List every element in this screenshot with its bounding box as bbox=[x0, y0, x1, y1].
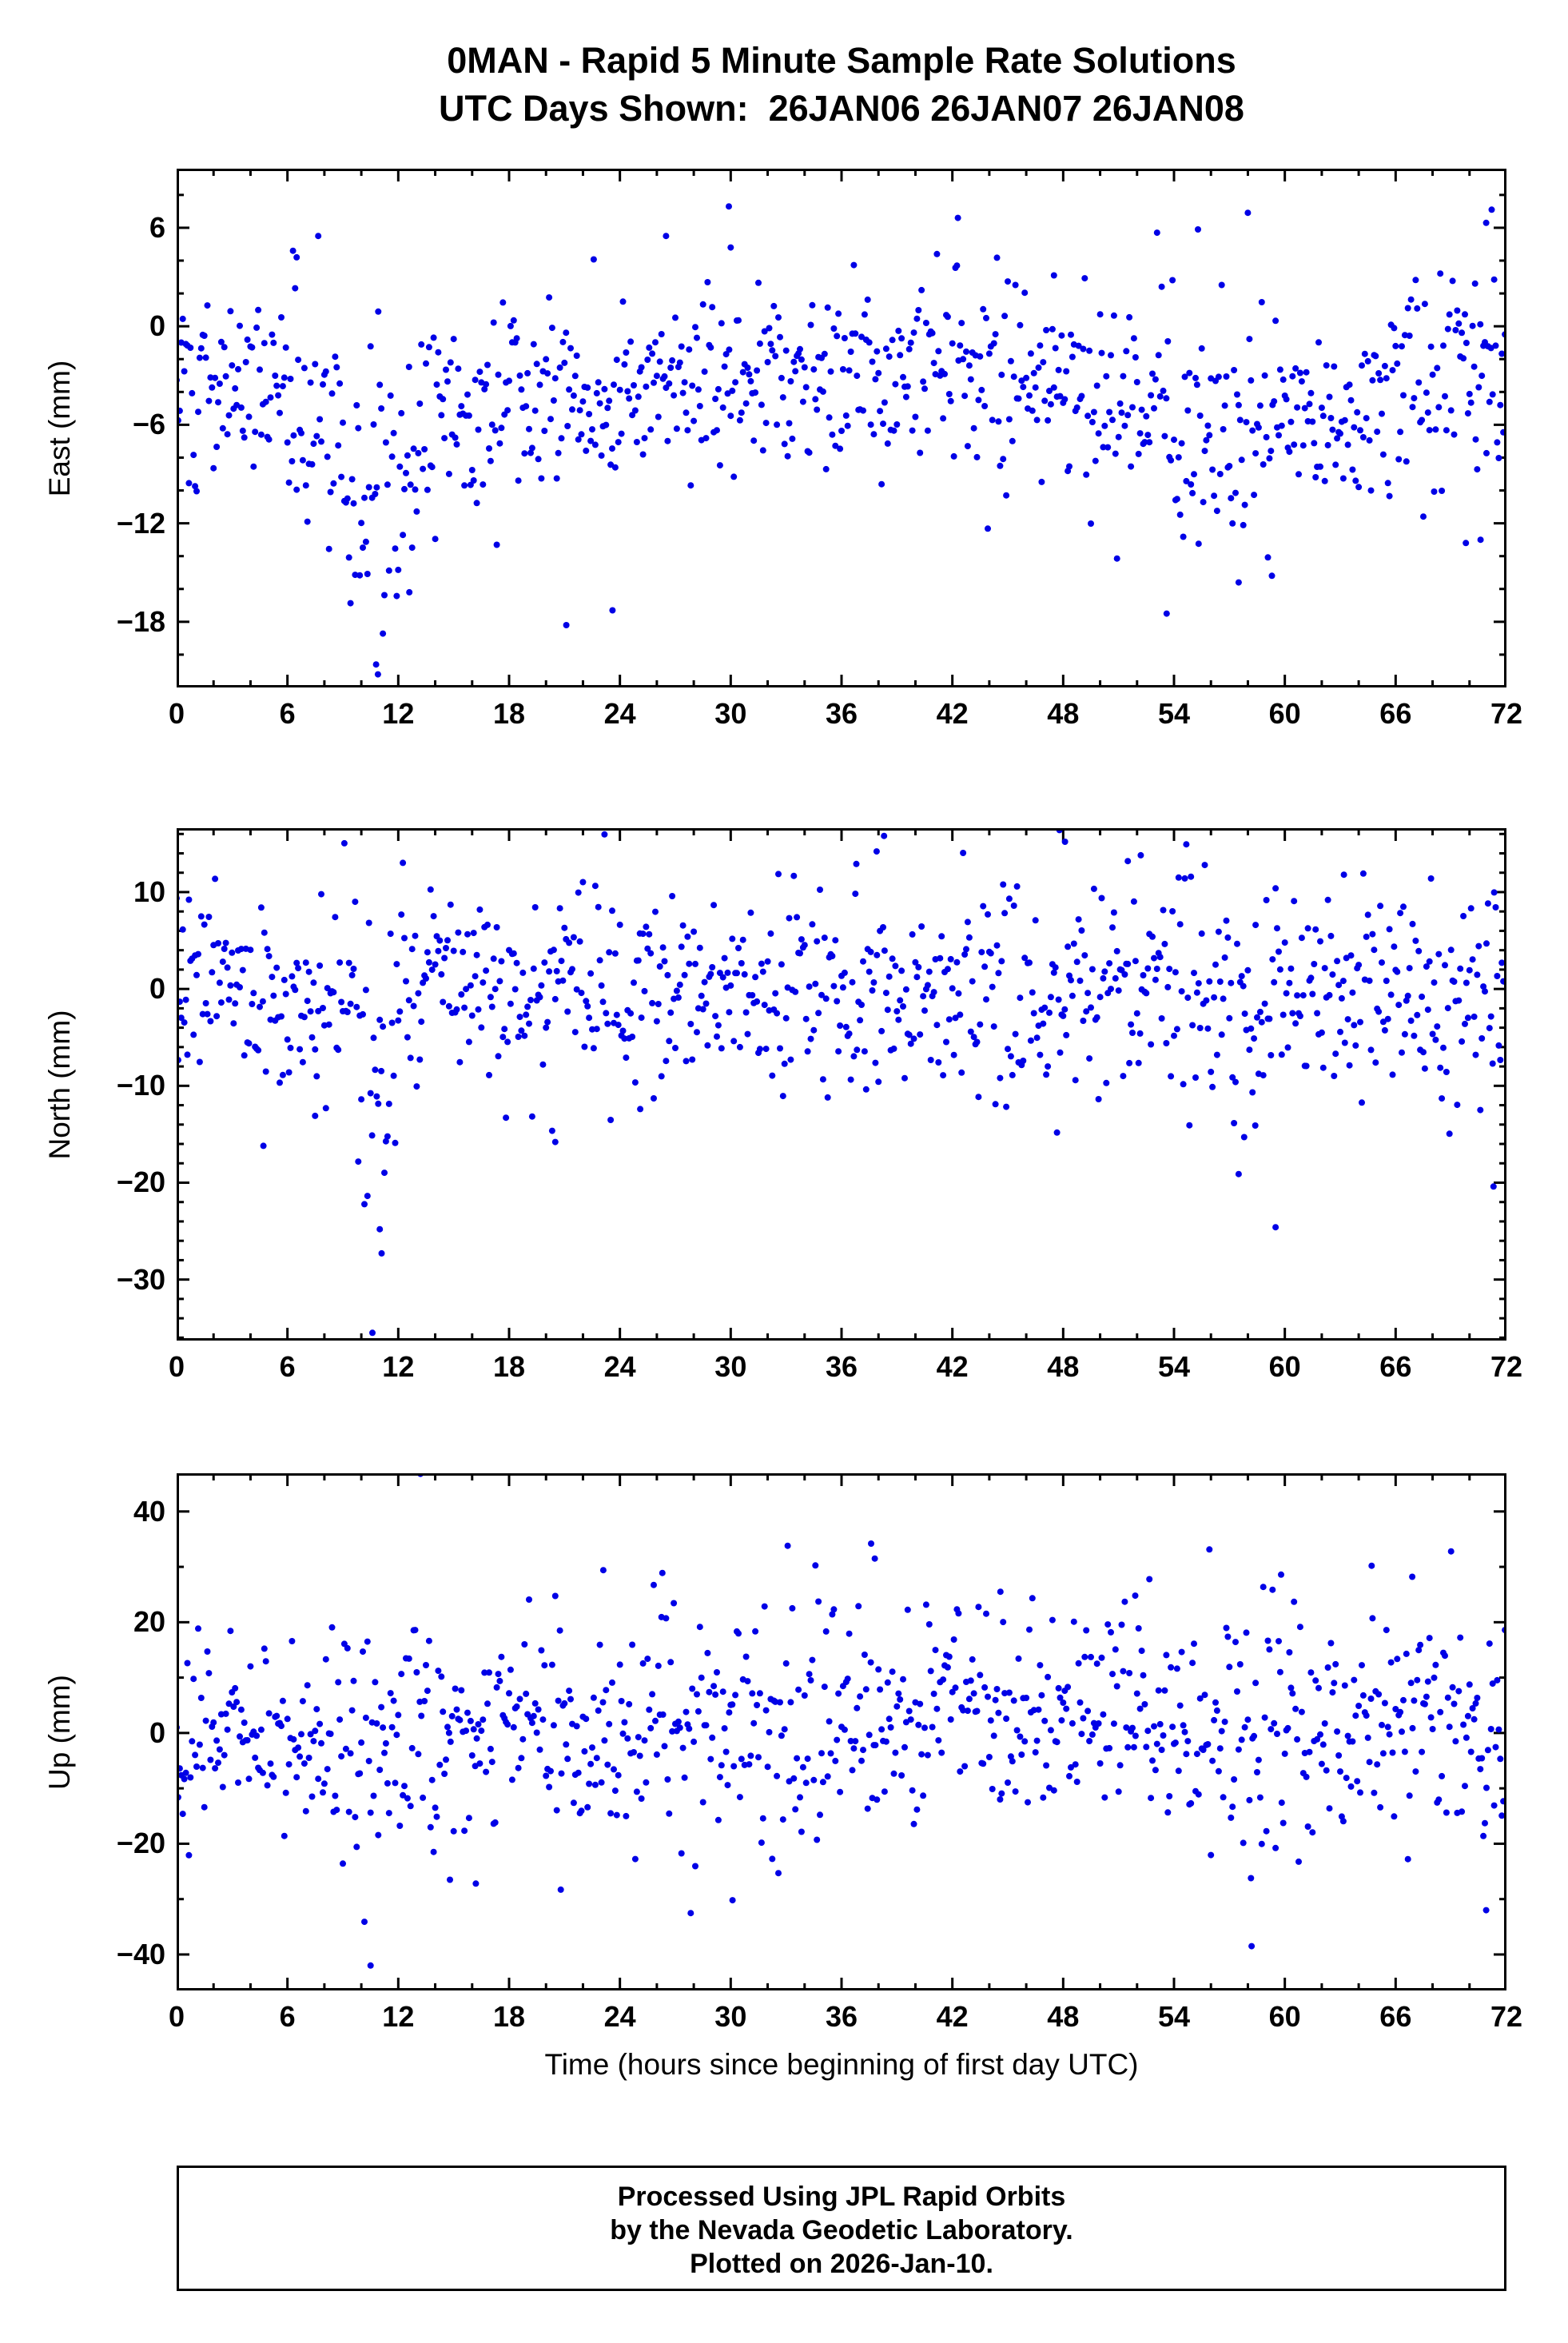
y-tick-label: 0 bbox=[149, 972, 165, 1006]
plot-frame bbox=[177, 1473, 1506, 1990]
x-tick-label: 24 bbox=[603, 2000, 636, 2033]
x-tick-label: 48 bbox=[1047, 697, 1080, 730]
up-plot-svg bbox=[175, 1473, 1508, 1990]
plot-frame bbox=[177, 828, 1506, 1341]
plot-frame bbox=[177, 169, 1506, 687]
up-panel bbox=[175, 1473, 1508, 1990]
data-points bbox=[179, 831, 1504, 1337]
x-tick-label: 72 bbox=[1490, 2000, 1523, 2033]
north-plot-svg bbox=[175, 828, 1508, 1341]
y-tick-label: −6 bbox=[132, 408, 165, 441]
y-tick-label: −40 bbox=[116, 1937, 165, 1970]
x-tick-label: 36 bbox=[825, 697, 858, 730]
y-tick-label: 40 bbox=[133, 1494, 165, 1528]
x-axis-label: Time (hours since beginning of first day… bbox=[544, 2048, 1139, 2081]
x-tick-label: 54 bbox=[1157, 2000, 1191, 2033]
x-tick-label: 36 bbox=[825, 2000, 858, 2033]
title-line1: 0MAN - Rapid 5 Minute Sample Rate Soluti… bbox=[447, 40, 1236, 81]
y-tick-label: 20 bbox=[133, 1605, 165, 1639]
x-tick-label: 24 bbox=[603, 1350, 636, 1383]
x-tick-label: 54 bbox=[1157, 1350, 1191, 1383]
x-tick-label: 0 bbox=[168, 2000, 185, 2033]
x-tick-label: 0 bbox=[168, 697, 185, 730]
x-tick-label: 66 bbox=[1379, 2000, 1412, 2033]
x-tick-label: 42 bbox=[936, 697, 969, 730]
x-tick-label: 18 bbox=[492, 1350, 526, 1383]
x-tick-label: 30 bbox=[714, 1350, 747, 1383]
x-tick-label: 72 bbox=[1490, 697, 1523, 730]
east-plot-svg bbox=[175, 169, 1508, 689]
x-tick-label: 48 bbox=[1047, 2000, 1080, 2033]
x-tick-label: 42 bbox=[936, 1350, 969, 1383]
x-tick-label: 42 bbox=[936, 2000, 969, 2033]
y-tick-label: 0 bbox=[149, 1715, 165, 1749]
y-tick-label: −10 bbox=[116, 1069, 165, 1102]
x-tick-label: 60 bbox=[1268, 1350, 1301, 1383]
x-tick-label: 30 bbox=[714, 697, 747, 730]
data-points bbox=[179, 203, 1504, 678]
x-tick-label: 6 bbox=[279, 2000, 296, 2033]
title-line2: UTC Days Shown: 26JAN06 26JAN07 26JAN08 bbox=[439, 88, 1244, 129]
x-tick-label: 36 bbox=[825, 1350, 858, 1383]
y-tick-label: 6 bbox=[149, 210, 165, 244]
footer-line1: Processed Using JPL Rapid Orbits bbox=[617, 2182, 1066, 2212]
x-tick-label: 6 bbox=[279, 1350, 296, 1383]
footer-line3: Plotted on 2026-Jan-10. bbox=[690, 2249, 993, 2279]
x-tick-label: 12 bbox=[382, 1350, 415, 1383]
x-tick-label: 12 bbox=[382, 697, 415, 730]
x-tick-label: 72 bbox=[1490, 1350, 1523, 1383]
x-tick-label: 60 bbox=[1268, 2000, 1301, 2033]
x-tick-label: 60 bbox=[1268, 697, 1301, 730]
north-panel bbox=[175, 828, 1508, 1341]
x-tick-label: 66 bbox=[1379, 1350, 1412, 1383]
footer-line2: by the Nevada Geodetic Laboratory. bbox=[610, 2215, 1073, 2245]
y-tick-label: −20 bbox=[116, 1827, 165, 1860]
y-tick-label: −20 bbox=[116, 1166, 165, 1199]
x-tick-label: 30 bbox=[714, 2000, 747, 2033]
east-panel bbox=[175, 169, 1508, 689]
y-tick-label: −12 bbox=[116, 506, 165, 540]
y-tick-label: 10 bbox=[133, 875, 165, 908]
x-tick-label: 0 bbox=[168, 1350, 185, 1383]
footer-box: Processed Using JPL Rapid Orbits by the … bbox=[177, 2166, 1506, 2291]
data-points bbox=[179, 1476, 1504, 1969]
axis-ticks bbox=[175, 828, 1508, 1341]
x-tick-label: 48 bbox=[1047, 1350, 1080, 1383]
y-tick-label: −30 bbox=[116, 1262, 165, 1296]
x-tick-label: 12 bbox=[382, 2000, 415, 2033]
x-tick-label: 24 bbox=[603, 697, 636, 730]
y-tick-label: −18 bbox=[116, 604, 165, 638]
x-tick-label: 18 bbox=[492, 2000, 526, 2033]
x-tick-label: 54 bbox=[1157, 697, 1191, 730]
y-tick-label: 0 bbox=[149, 309, 165, 343]
x-tick-label: 66 bbox=[1379, 697, 1412, 730]
plot-title: 0MAN - Rapid 5 Minute Sample Rate Soluti… bbox=[177, 37, 1506, 133]
x-tick-label: 18 bbox=[492, 697, 526, 730]
axis-ticks bbox=[175, 1473, 1508, 1990]
x-tick-label: 6 bbox=[279, 697, 296, 730]
